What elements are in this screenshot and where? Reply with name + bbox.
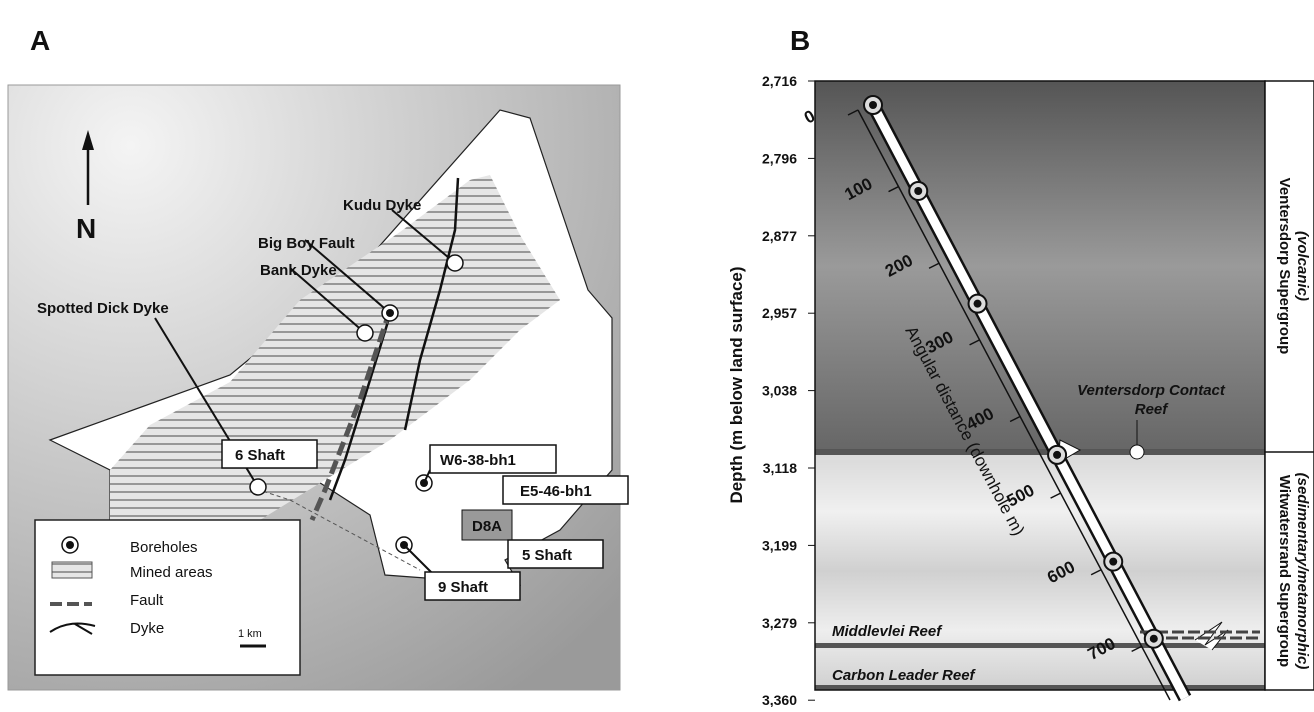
legend-label: Boreholes: [130, 539, 198, 556]
distance-tick: [928, 262, 940, 269]
legend: [34, 519, 301, 676]
box-label: 9 Shaft: [438, 579, 488, 596]
reef-label: Ventersdorp Contact: [1077, 382, 1226, 399]
y-tick-label: 3,199: [762, 537, 797, 553]
dyke: [403, 177, 460, 431]
borehole-track: [869, 102, 1189, 701]
reef-label: Carbon Leader Reef: [832, 667, 977, 684]
panel-label: B: [790, 25, 810, 56]
unit-sub: (sedimentary/metamorphic): [1294, 473, 1311, 670]
legend-label: Fault: [130, 592, 164, 609]
leader: [289, 267, 366, 334]
dyke: [328, 314, 392, 501]
y-tick-label: 2,796: [762, 150, 797, 166]
borehole-ring: [356, 324, 374, 342]
label-box: [221, 439, 318, 469]
legend-label: Mined areas: [130, 564, 213, 581]
label-box: [502, 475, 629, 505]
reef-band: [815, 685, 1265, 690]
distance-tick: [1131, 645, 1142, 653]
borehole-sample-core: [914, 186, 923, 195]
north-arrow-head: [82, 130, 94, 150]
unit-name: Witwatersrand Supergroup: [1276, 475, 1293, 667]
fault: [309, 309, 393, 521]
scale-label: 1 km: [238, 628, 262, 640]
distance-axis: [857, 109, 1171, 701]
borehole-sample-core: [973, 299, 982, 308]
box-label: E5-46-bh1: [520, 483, 592, 500]
reef-label: Reef: [1135, 401, 1170, 418]
distance-tick: [969, 339, 980, 346]
box-label: D8A: [472, 518, 502, 535]
borehole-sample-core: [869, 101, 877, 109]
borehole-sample-core: [1149, 634, 1158, 643]
distance-tick: [847, 109, 859, 116]
feature-label: Big Boy Fault: [258, 235, 355, 252]
label-box: [461, 509, 513, 541]
mined-area: [110, 175, 560, 626]
reef-band: [815, 643, 1265, 648]
y-tick-label: 3,279: [762, 615, 797, 631]
legend-label: Dyke: [130, 620, 164, 637]
y-tick-label: 2,716: [762, 73, 797, 89]
y-tick-label: 3,118: [763, 460, 797, 476]
label-box: [424, 571, 521, 601]
reef-marker: [1129, 444, 1145, 460]
distance-tick: [1090, 569, 1102, 576]
panel-label: A: [30, 25, 50, 56]
distance-tick: [1009, 415, 1021, 423]
box-label: 5 Shaft: [522, 547, 572, 564]
y-tick-label: 2,877: [762, 228, 797, 244]
unit-column: [1264, 80, 1314, 691]
y-tick-label: 3,038: [762, 383, 797, 399]
borehole-sample-core: [1109, 557, 1118, 566]
borehole-ring: [446, 254, 464, 272]
distance-tick: [888, 185, 899, 193]
borehole-ring: [249, 478, 267, 496]
leader: [391, 209, 456, 264]
leader: [304, 239, 391, 314]
unit-name: Ventersdorp Supergroup: [1276, 178, 1293, 355]
y-axis-label: Depth (m below land surface): [727, 266, 746, 503]
reef-label: Middlevlei Reef: [832, 623, 943, 640]
reef-band: [815, 449, 1265, 455]
y-tick-label: 2,957: [762, 305, 797, 321]
feature-label: Bank Dyke: [260, 262, 337, 279]
unit-sub: (volcanic): [1294, 231, 1311, 301]
borehole-sample-core: [1053, 450, 1062, 459]
north-label: N: [76, 213, 96, 244]
feature-label: Spotted Dick Dyke: [37, 300, 169, 317]
box-label: W6-38-bh1: [440, 452, 516, 469]
label-box: [429, 444, 557, 474]
y-tick-label: 3,360: [762, 692, 797, 707]
box-label: 6 Shaft: [235, 447, 285, 464]
feature-label: Kudu Dyke: [343, 197, 421, 214]
label-box: [507, 539, 604, 569]
distance-tick: [1050, 492, 1061, 499]
sedimentary-unit: [815, 452, 1265, 690]
